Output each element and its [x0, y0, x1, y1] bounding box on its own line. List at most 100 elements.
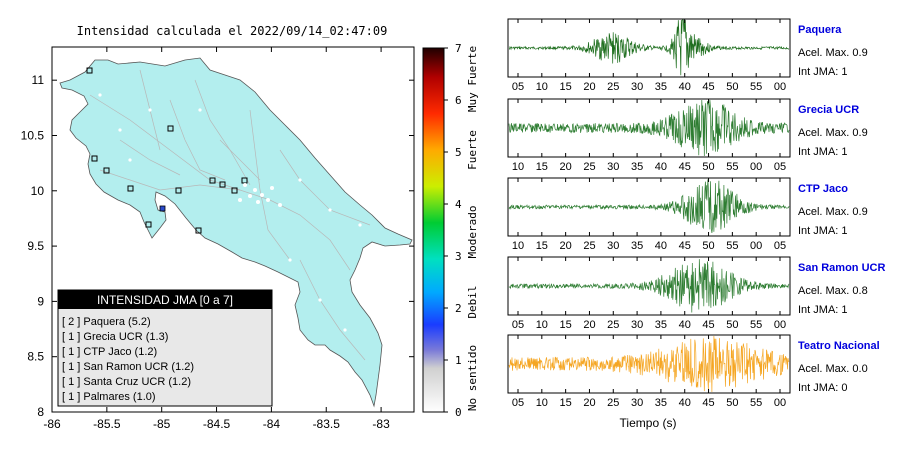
station-jma-intensity: Int JMA: 1: [798, 146, 848, 158]
waveform-x-label: Tiempo (s): [620, 416, 677, 430]
legend-item: [ 1 ] Palmares (1.0): [62, 391, 156, 403]
waveform-tick-label: 10: [536, 81, 548, 93]
waveform-trace: [508, 99, 790, 157]
waveform-tick-label: 05: [512, 397, 524, 409]
colorbar-label: Fuerte: [466, 130, 479, 170]
station-panel: 05 10 15 20 25 30 35 40 45 50 55 00 Paquera Acel. Max…: [507, 18, 868, 93]
station-marker: [145, 221, 152, 228]
station-marker: [86, 67, 93, 74]
waveform-tick-label: 45: [702, 397, 714, 409]
waveform-tick-label: 50: [726, 81, 738, 93]
map-y-axis: 11 10.5 10 9.5 9 8.5 8: [21, 73, 414, 419]
waveform-trace: [508, 179, 790, 234]
waveform-tick-label: 45: [702, 319, 714, 331]
waveform-tick-label: 15: [560, 397, 572, 409]
waveform-tick-label: 25: [583, 161, 595, 173]
intensity-colorbar: [422, 47, 445, 413]
colorbar-tick-label: 5: [455, 146, 462, 159]
waveform-tick-label: 10: [536, 319, 548, 331]
waveform-trace: [508, 259, 790, 313]
waveform-tick-label: 45: [702, 81, 714, 93]
waveform-tick-label: 25: [607, 319, 619, 331]
waveform-tick-label: 15: [536, 240, 548, 252]
waveform-tick-label: 25: [607, 397, 619, 409]
station-panel: 05 10 15 20 25 30 35 40 45 50 55 00 Teatro Nacional A…: [507, 334, 880, 409]
waveform-tick-label: 35: [631, 161, 643, 173]
waveform-tick-label: 15: [560, 81, 572, 93]
colorbar-tick-label: 4: [455, 198, 462, 211]
station-name: Grecia UCR: [798, 104, 859, 116]
colorbar-tick-label: 6: [455, 94, 462, 107]
waveform-tick-label: 55: [750, 397, 762, 409]
station-marker: [241, 177, 248, 184]
legend-item: [ 1 ] Grecia UCR (1.3): [62, 331, 168, 343]
waveform-panels: 05 10 15 20 25 30 35 40 45 50 55 00 Paquera Acel. Max…: [507, 18, 885, 409]
legend-item: [ 1 ] Santa Cruz UCR (1.2): [62, 376, 191, 388]
waveform-tick-label: 50: [702, 240, 714, 252]
waveform-tick-label: 40: [655, 240, 667, 252]
legend-header: [58, 290, 272, 309]
waveform-tick-label: 05: [774, 161, 786, 173]
colorbar-label: Muy Fuerte: [466, 46, 479, 112]
station-marker: [175, 187, 182, 194]
waveform-tick-label: 50: [702, 161, 714, 173]
map-x-tick-label: -85.5: [93, 417, 121, 431]
colorbar-tick-label: 1: [455, 354, 462, 367]
waveform-tick-label: 05: [774, 240, 786, 252]
waveform-tick-label: 00: [774, 319, 786, 331]
waveform-tick-label: 40: [679, 81, 691, 93]
map-y-tick-label: 9: [37, 294, 44, 308]
waveform-tick-label: 45: [679, 161, 691, 173]
station-jma-intensity: Int JMA: 0: [798, 382, 848, 394]
map-x-tick-label: -84: [263, 417, 281, 431]
waveform-tick-label: 25: [583, 240, 595, 252]
station-markers: [86, 67, 248, 234]
colorbar-tick-label: 0: [455, 406, 462, 419]
map-x-tick-label: -83: [372, 417, 390, 431]
waveform-tick-label: 10: [512, 161, 524, 173]
waveform-tick-label: 40: [679, 319, 691, 331]
station-marker: [127, 185, 134, 192]
waveform-tick-label: 50: [726, 319, 738, 331]
waveform-tick-label: 45: [679, 240, 691, 252]
station-max-accel: Acel. Max. 0.9: [798, 206, 868, 218]
waveform-tick-label: 40: [655, 161, 667, 173]
waveform-tick-label: 00: [774, 397, 786, 409]
waveform-tick-label: 00: [750, 161, 762, 173]
costa-rica-landmass: [59, 57, 413, 408]
legend-box: [57, 289, 273, 407]
colorbar-label: No sentido: [466, 345, 479, 411]
colorbar-tick-label: 7: [455, 42, 462, 55]
waveform-tick-label: 30: [607, 161, 619, 173]
station-max-accel: Acel. Max. 0.0: [798, 363, 868, 375]
intensity-legend: INTENSIDAD JMA [0 a 7] [ 2 ] Paquera (5.…: [57, 289, 273, 407]
waveform-tick-label: 10: [512, 240, 524, 252]
colorbar-tick-label: 2: [455, 302, 462, 315]
legend-item: [ 2 ] Paquera (5.2): [62, 316, 151, 328]
map-x-tick-label: -83.5: [313, 417, 341, 431]
map-y-tick-label: 9.5: [27, 239, 44, 253]
waveform-trace: [509, 19, 789, 76]
station-max-accel: Acel. Max. 0.9: [798, 47, 868, 59]
waveform-tick-label: 25: [607, 81, 619, 93]
waveform-tick-label: 35: [655, 397, 667, 409]
waveform-tick-label: 55: [750, 81, 762, 93]
waveform-tick-label: 35: [655, 319, 667, 331]
station-name: CTP Jaco: [798, 183, 848, 195]
waveform-tick-label: 20: [560, 161, 572, 173]
epicenter-station-marker: [159, 205, 166, 212]
waveform-tick-label: 55: [726, 161, 738, 173]
station-max-accel: Acel. Max. 0.8: [798, 285, 868, 297]
map-y-tick-label: 10.5: [21, 128, 45, 142]
waveform-tick-label: 20: [583, 319, 595, 331]
colorbar-tick-label: 3: [455, 250, 462, 263]
map-y-tick-label: 8.5: [27, 350, 44, 364]
station-marker: [231, 187, 238, 194]
waveform-tick-label: 15: [560, 319, 572, 331]
legend-item: [ 1 ] CTP Jaco (1.2): [62, 346, 157, 358]
waveform-tick-label: 10: [536, 397, 548, 409]
station-panel: 10 15 20 25 30 35 40 45 50 55 00 05 Grecia UCR Acel. …: [507, 98, 868, 173]
legend-title: INTENSIDAD JMA [0 a 7]: [97, 293, 233, 307]
waveform-trace: [508, 335, 790, 393]
colorbar-labels: Muy Fuerte Fuerte Moderado Debil No sent…: [466, 46, 479, 411]
